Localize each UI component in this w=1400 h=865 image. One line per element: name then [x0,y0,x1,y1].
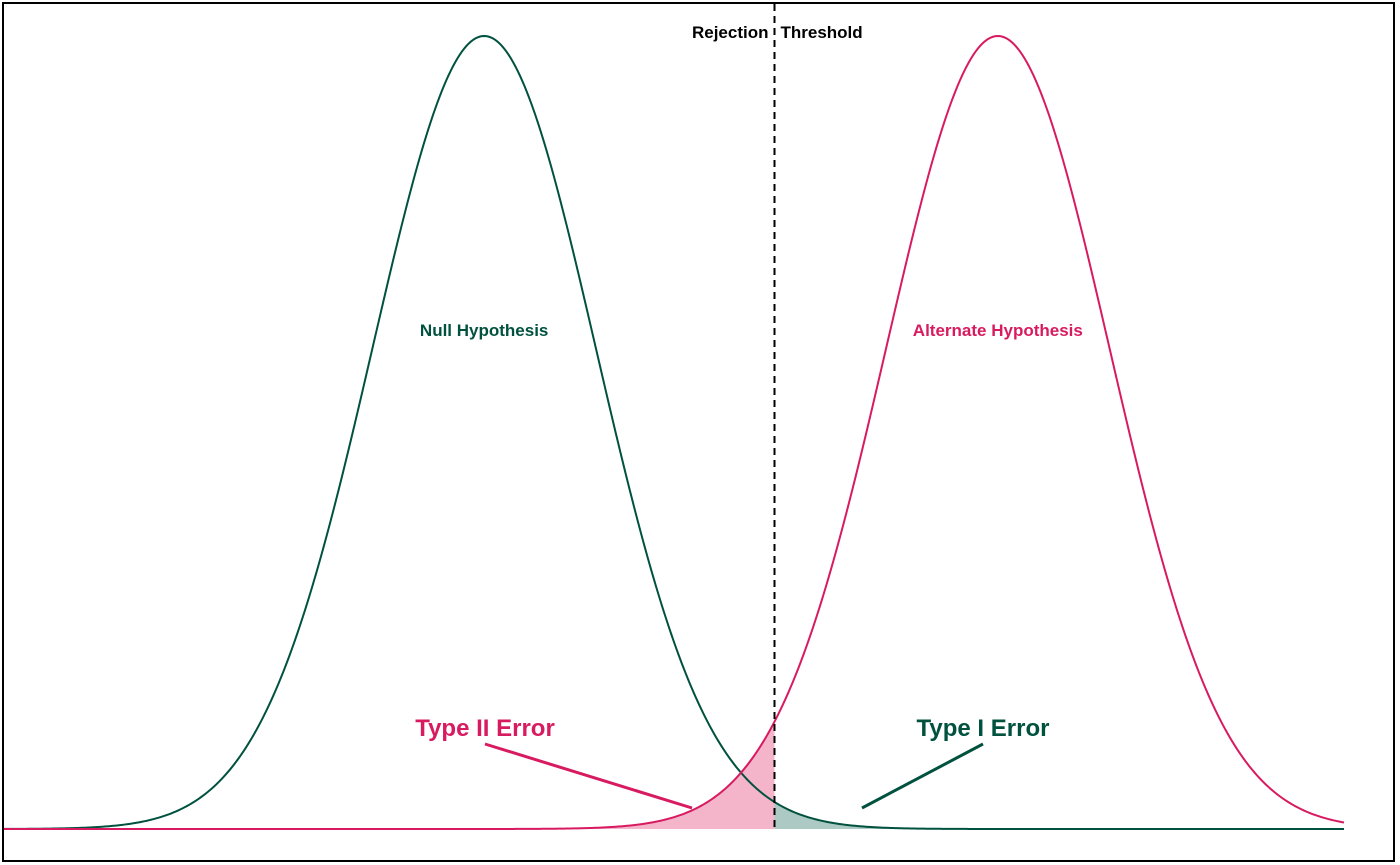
type-i-error-region [774,802,1344,829]
type-i-error-label: Type I Error [917,715,1050,742]
type-ii-error-region [4,721,775,829]
type-i-error-pointer [861,742,984,810]
type-ii-error-label: Type II Error [415,715,555,742]
null-hypothesis-curve [4,34,1344,830]
type-ii-error-pointer [484,742,693,810]
alternate-hypothesis-curve [4,34,1345,830]
null-hypothesis-label: Null Hypothesis [420,321,548,340]
threshold-label-right: Threshold [781,23,863,42]
threshold-label-left: Rejection [692,23,769,42]
alternate-hypothesis-label: Alternate Hypothesis [913,321,1083,340]
